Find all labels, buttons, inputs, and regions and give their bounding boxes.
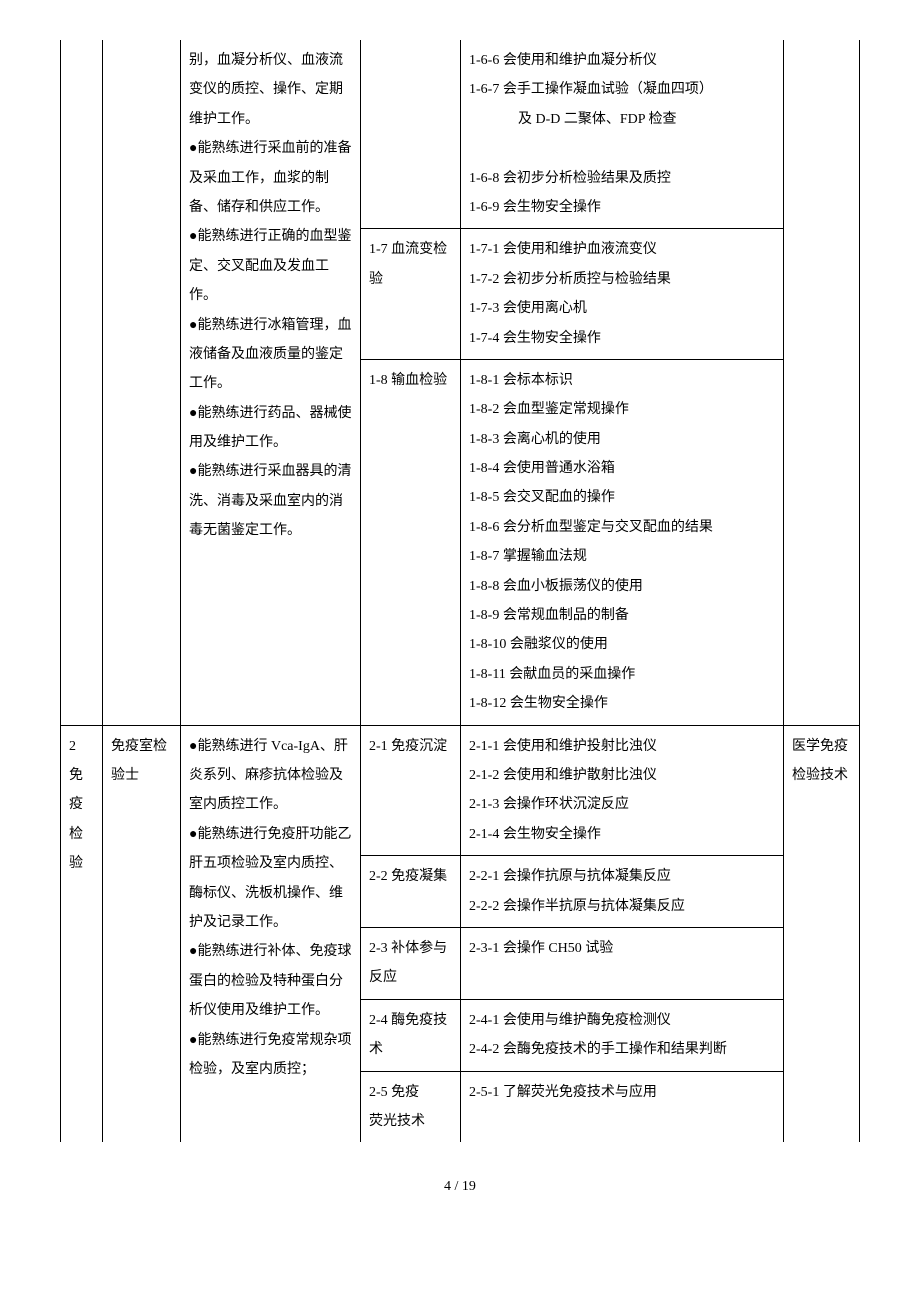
cell-r2s2-c5: 2-2-1 会操作抗原与抗体凝集反应2-2-2 会操作半抗原与抗体凝集反应 bbox=[461, 856, 784, 928]
curriculum-table: 别，血凝分析仪、血液流变仪的质控、操作、定期维护工作。●能熟练进行采血前的准备及… bbox=[60, 40, 860, 1142]
cell-r2s5-c4: 2-5 免疫荧光技术 bbox=[361, 1071, 461, 1142]
cell-r1s2-c4: 1-7 血流变检验 bbox=[361, 229, 461, 360]
cell-r2s5-c5: 2-5-1 了解荧光免疫技术与应用 bbox=[461, 1071, 784, 1142]
cell-r2s3-c4: 2-3 补体参与反应 bbox=[361, 927, 461, 999]
cell-r1-c6 bbox=[784, 40, 860, 725]
cell-r2-c3: ●能熟练进行 Vca-IgA、肝炎系列、麻疹抗体检验及室内质控工作。●能熟练进行… bbox=[181, 725, 361, 1142]
cell-r1s1-c4 bbox=[361, 40, 461, 229]
cell-r2s1-c5: 2-1-1 会使用和维护投射比浊仪2-1-2 会使用和维护散射比浊仪2-1-3 … bbox=[461, 725, 784, 856]
cell-r2s4-c5: 2-4-1 会使用与维护酶免疫检测仪2-4-2 会酶免疫技术的手工操作和结果判断 bbox=[461, 999, 784, 1071]
cell-r2s3-c5: 2-3-1 会操作 CH50 试验 bbox=[461, 927, 784, 999]
cell-r1s1-c5: 1-6-6 会使用和维护血凝分析仪1-6-7 会手工操作凝血试验（凝血四项）及 … bbox=[461, 40, 784, 229]
cell-r1s3-c4: 1-8 输血检验 bbox=[361, 359, 461, 725]
cell-r2-c1: 2免疫检验 bbox=[61, 725, 103, 1142]
cell-r2s1-c4: 2-1 免疫沉淀 bbox=[361, 725, 461, 856]
cell-r1s3-c5: 1-8-1 会标本标识1-8-2 会血型鉴定常规操作1-8-3 会离心机的使用1… bbox=[461, 359, 784, 725]
cell-r2s2-c4: 2-2 免疫凝集 bbox=[361, 856, 461, 928]
cell-r2-c6: 医学免疫检验技术 bbox=[784, 725, 860, 1142]
cell-r1-c1 bbox=[61, 40, 103, 725]
cell-r1-c2 bbox=[103, 40, 181, 725]
cell-r2s4-c4: 2-4 酶免疫技术 bbox=[361, 999, 461, 1071]
page-footer: 4 / 19 bbox=[60, 1172, 860, 1201]
cell-r1-c3: 别，血凝分析仪、血液流变仪的质控、操作、定期维护工作。●能熟练进行采血前的准备及… bbox=[181, 40, 361, 725]
cell-r1s2-c5: 1-7-1 会使用和维护血液流变仪1-7-2 会初步分析质控与检验结果1-7-3… bbox=[461, 229, 784, 360]
cell-r2-c2: 免疫室检验士 bbox=[103, 725, 181, 1142]
